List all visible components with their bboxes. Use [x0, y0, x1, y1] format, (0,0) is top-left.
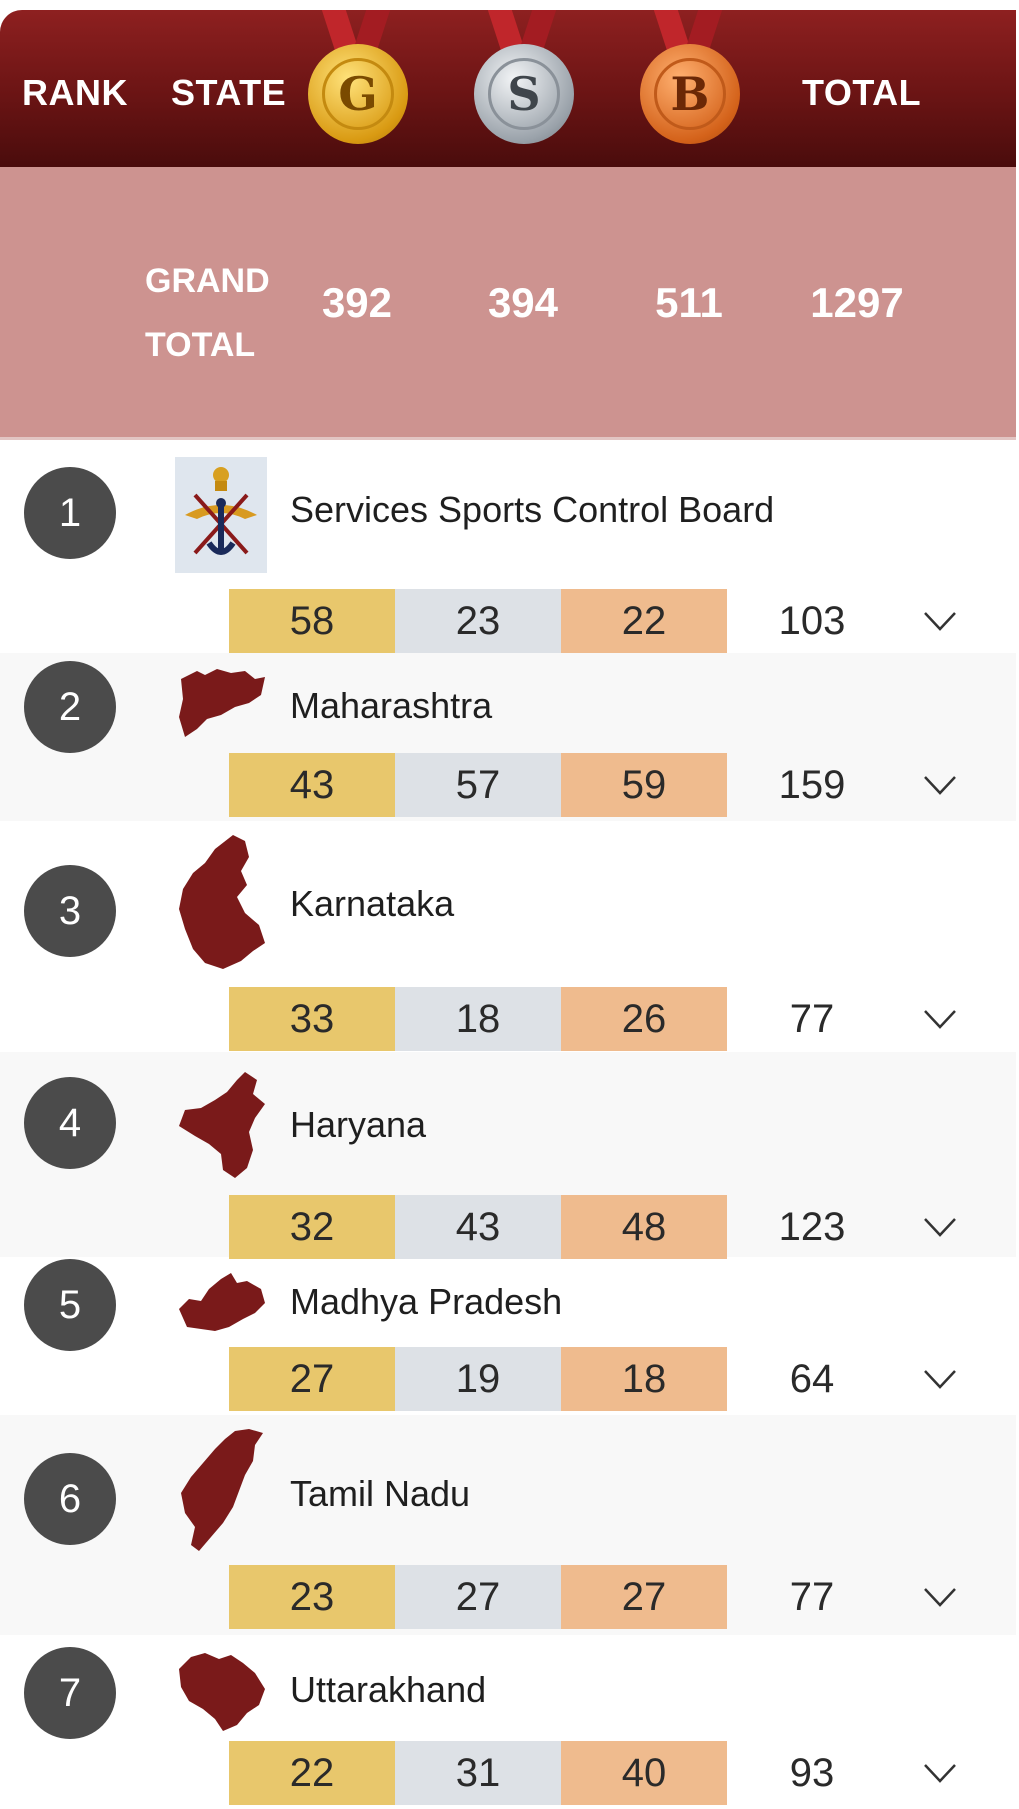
rank-badge: 5	[24, 1259, 116, 1351]
total-count: 93	[789, 1750, 835, 1795]
bronze-count: 59	[561, 753, 727, 817]
grand-total-silver: 394	[487, 279, 559, 326]
rank-badge: 3	[24, 865, 116, 957]
grand-total-total: 1297	[810, 279, 904, 326]
table-row[interactable]: 1 Services Sports Control Board 58 23 22…	[0, 443, 1016, 653]
silver-count: 27	[395, 1565, 561, 1629]
silver-count: 18	[395, 987, 561, 1051]
table-row[interactable]: 6 Tamil Nadu 23 27 27 77	[0, 1415, 1016, 1635]
gold-count: 22	[229, 1741, 395, 1805]
bronze-count: 22	[561, 589, 727, 653]
table-row[interactable]: 7 Uttarakhand 22 31 40 93	[0, 1635, 1016, 1809]
bronze-count: 18	[561, 1347, 727, 1411]
haryana-map-icon	[175, 1070, 267, 1180]
silver-medal-letter: S	[488, 58, 560, 130]
maharashtra-map-icon	[175, 665, 267, 745]
silver-count: 23	[395, 589, 561, 653]
total-count: 103	[778, 598, 846, 643]
gold-medal-letter: G	[322, 58, 394, 130]
state-name[interactable]: Karnataka	[290, 883, 455, 924]
madhya-pradesh-map-icon	[175, 1269, 267, 1339]
state-name[interactable]: Haryana	[290, 1104, 427, 1145]
gold-count: 27	[229, 1347, 395, 1411]
state-column-header: STATE	[171, 72, 287, 113]
grand-total-row: GRAND TOTAL 392 394 511 1297	[0, 167, 1016, 440]
rank-badge: 4	[24, 1077, 116, 1169]
grand-total-gold: 392	[321, 279, 393, 326]
rank-column-header: RANK	[22, 72, 128, 113]
bronze-count: 27	[561, 1565, 727, 1629]
chevron-down-icon[interactable]	[920, 1207, 960, 1247]
table-row[interactable]: 4 Haryana 32 43 48 123	[0, 1052, 1016, 1259]
total-column-header: TOTAL	[802, 72, 922, 113]
state-name[interactable]: Uttarakhand	[290, 1669, 487, 1710]
grand-total-label-line2: TOTAL	[145, 326, 256, 364]
bronze-count: 26	[561, 987, 727, 1051]
chevron-down-icon[interactable]	[920, 999, 960, 1039]
silver-count: 31	[395, 1741, 561, 1805]
chevron-down-icon[interactable]	[920, 1577, 960, 1617]
table-row[interactable]: 2 Maharashtra 43 57 59 159	[0, 653, 1016, 821]
gold-count: 43	[229, 753, 395, 817]
total-count: 77	[789, 996, 835, 1041]
chevron-down-icon[interactable]	[920, 1753, 960, 1793]
chevron-down-icon[interactable]	[920, 1359, 960, 1399]
uttarakhand-map-icon	[175, 1649, 267, 1733]
bronze-count: 48	[561, 1195, 727, 1259]
karnataka-map-icon	[175, 833, 267, 973]
total-count: 159	[778, 762, 846, 807]
bronze-count: 40	[561, 1741, 727, 1805]
rank-badge: 2	[24, 661, 116, 753]
state-name[interactable]: Madhya Pradesh	[290, 1281, 563, 1322]
chevron-down-icon[interactable]	[920, 765, 960, 805]
bronze-medal-icon: B	[634, 10, 744, 150]
table-row[interactable]: 3 Karnataka 33 18 26 77	[0, 821, 1016, 1052]
gold-count: 23	[229, 1565, 395, 1629]
tamil-nadu-map-icon	[175, 1427, 267, 1557]
total-count: 77	[789, 1574, 835, 1619]
gold-count: 33	[229, 987, 395, 1051]
rank-badge: 7	[24, 1647, 116, 1739]
table-row[interactable]: 5 Madhya Pradesh 27 19 18 64	[0, 1257, 1016, 1415]
gold-count: 58	[229, 589, 395, 653]
rank-badge: 6	[24, 1453, 116, 1545]
silver-count: 57	[395, 753, 561, 817]
state-name[interactable]: Services Sports Control Board	[290, 489, 775, 530]
chevron-down-icon[interactable]	[920, 601, 960, 641]
state-name[interactable]: Maharashtra	[290, 685, 493, 726]
silver-count: 19	[395, 1347, 561, 1411]
services-emblem-icon	[175, 457, 267, 573]
bronze-medal-letter: B	[654, 58, 726, 130]
state-name[interactable]: Tamil Nadu	[290, 1473, 471, 1514]
gold-count: 32	[229, 1195, 395, 1259]
gold-medal-icon: G	[302, 10, 412, 150]
grand-total-label: GRAND TOTAL	[145, 249, 285, 377]
table-header: RANK STATE G S B TOTAL	[0, 10, 1016, 167]
total-count: 123	[778, 1204, 846, 1249]
rank-badge: 1	[24, 467, 116, 559]
grand-total-bronze: 511	[655, 279, 723, 326]
grand-total-label-line1: GRAND	[145, 262, 270, 300]
silver-count: 43	[395, 1195, 561, 1259]
silver-medal-icon: S	[468, 10, 578, 150]
total-count: 64	[789, 1356, 835, 1401]
